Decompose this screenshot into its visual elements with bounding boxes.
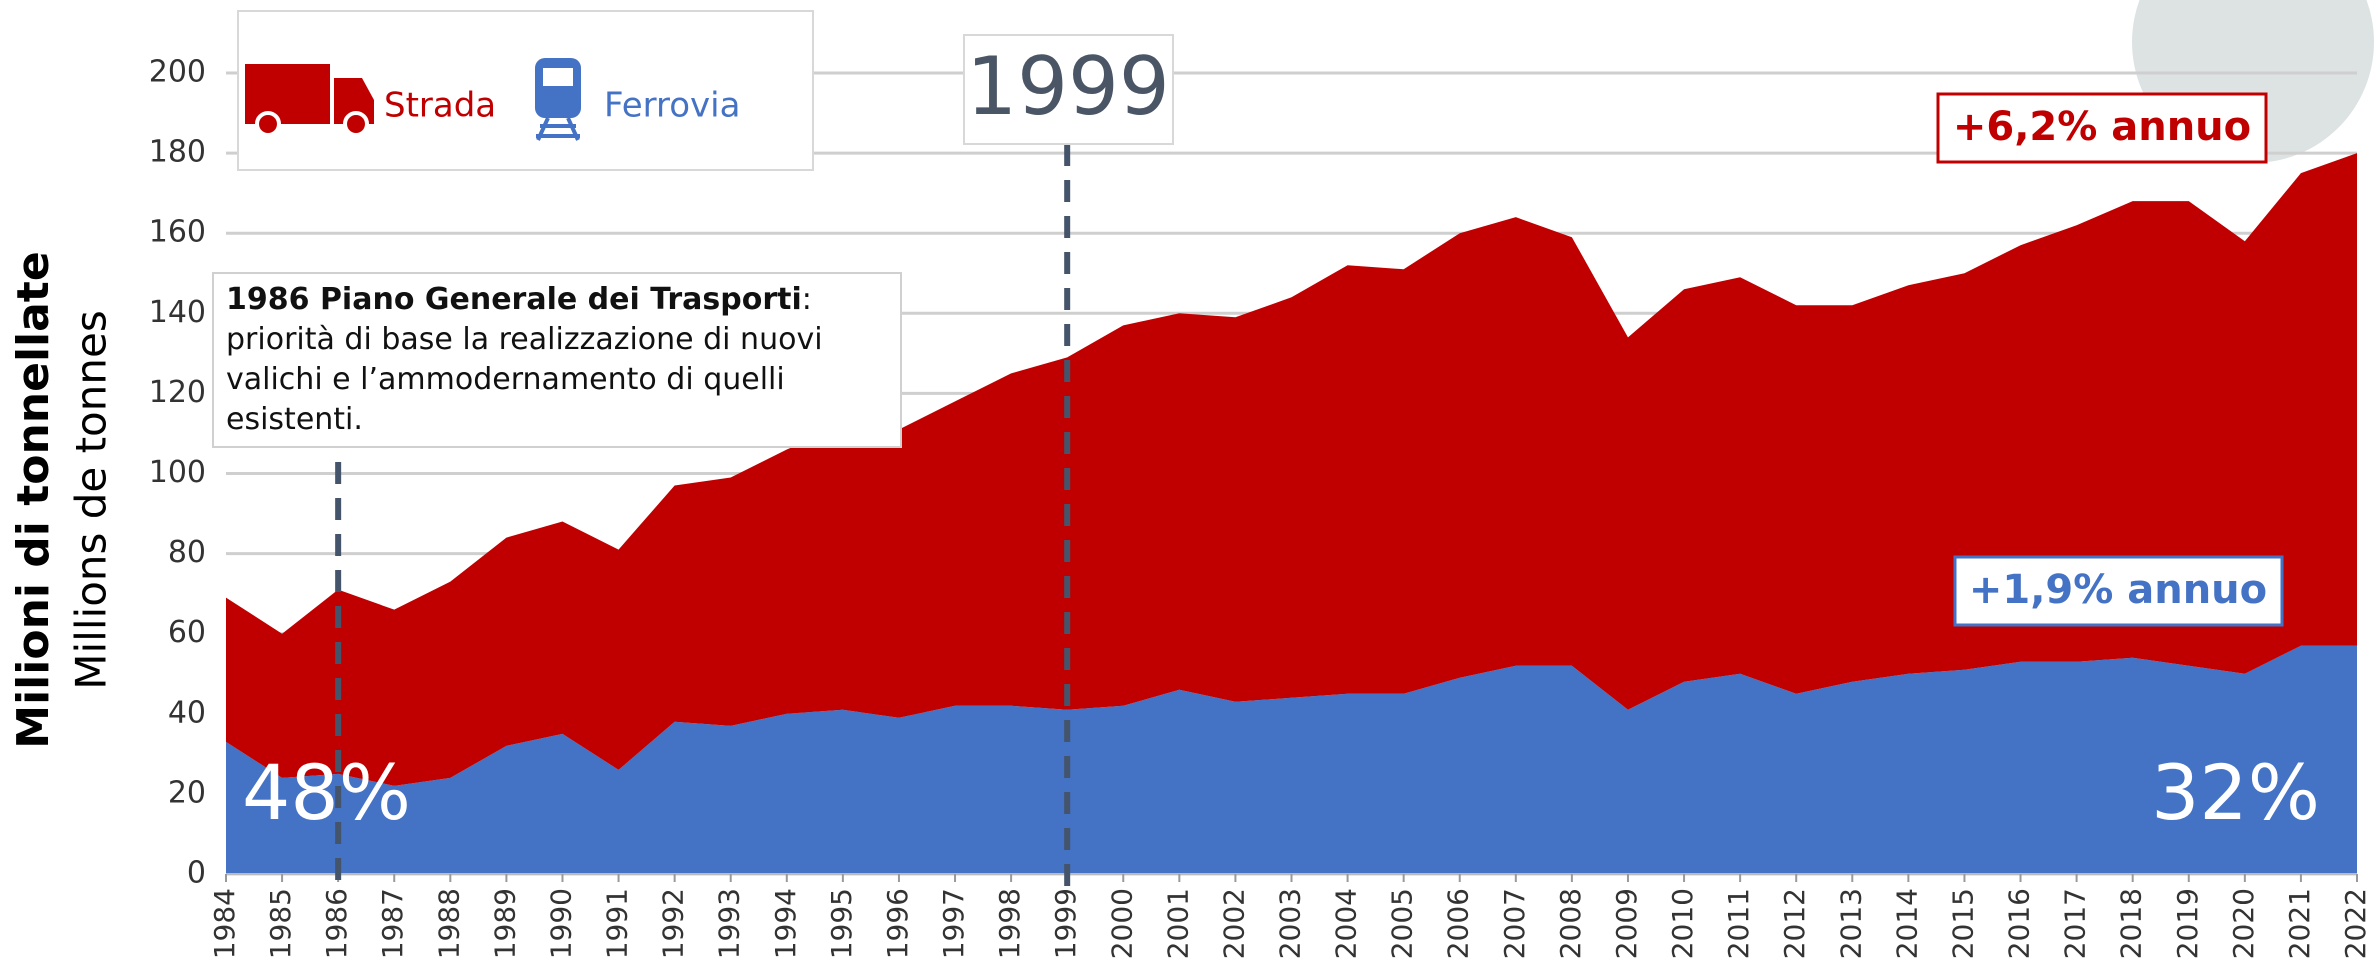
- legend-label: Ferrovia: [604, 86, 740, 126]
- rail-area: [226, 645, 2357, 874]
- x-tick-label: 2009: [1610, 888, 1643, 959]
- x-tick-label: 1989: [488, 888, 521, 959]
- y-axis-subtitle: Millions de tonnes: [67, 310, 116, 689]
- x-tick-label: 2012: [1778, 888, 1811, 959]
- x-tick-label: 2022: [2339, 888, 2372, 959]
- y-tick-label: 140: [149, 295, 206, 330]
- y-tick-label: 0: [187, 856, 206, 891]
- y-tick-label: 100: [149, 455, 206, 490]
- rail-share-end: 32%: [2151, 748, 2320, 837]
- x-tick-label: 2004: [1330, 888, 1363, 959]
- rail-share-start: 48%: [242, 748, 411, 837]
- x-tick-label: 2021: [2283, 888, 2316, 959]
- x-tick-label: 2008: [1554, 888, 1587, 959]
- x-tick-label: 2016: [2003, 888, 2036, 959]
- x-tick-label: 2020: [2227, 888, 2260, 959]
- plot-layer: 0 20 40 60 80 100 120 140 160 180 200 1984 1985 1986 1…: [149, 55, 2372, 960]
- train-icon: [535, 58, 581, 141]
- x-tick-label: 2006: [1442, 888, 1475, 959]
- note-title: 1986 Piano Generale dei Trasporti: [226, 282, 802, 317]
- x-tick-label: 1999: [1049, 888, 1082, 959]
- y-tick-label: 200: [149, 55, 206, 90]
- x-tick-label: 2019: [2171, 888, 2204, 959]
- x-tick-label: 1997: [937, 888, 970, 959]
- legend-label: Strada: [384, 86, 496, 126]
- x-tick-label: 1990: [544, 888, 577, 959]
- x-tick-label: 2011: [1722, 888, 1755, 959]
- x-tick-label: 1993: [713, 888, 746, 959]
- year-box: [963, 34, 1174, 145]
- road-area: [226, 153, 2357, 786]
- x-tick-label: 2014: [1890, 888, 1923, 959]
- note-text: : priorità di base la realizzazione di n…: [226, 282, 823, 437]
- x-tick-label: 1995: [825, 888, 858, 959]
- x-tick-label: 2005: [1386, 888, 1419, 959]
- y-tick-label: 80: [168, 535, 206, 570]
- x-tick-label: 1987: [376, 888, 409, 959]
- year-marker: 1999: [966, 40, 1170, 133]
- x-tick-label: 1988: [432, 888, 465, 959]
- rail-growth-box: [1953, 555, 2284, 627]
- y-tick-label: 40: [168, 695, 206, 730]
- x-tick-label: 1984: [208, 888, 241, 959]
- x-tick-label: 2000: [1105, 888, 1138, 959]
- note-box: 1986 Piano Generale dei Trasporti: prior…: [212, 272, 902, 448]
- x-tick-label: 2017: [2059, 888, 2092, 959]
- y-tick-label: 160: [149, 215, 206, 250]
- x-tick-label: 2013: [1834, 888, 1867, 959]
- y-tick-label: 20: [168, 775, 206, 810]
- x-tick-label: 1998: [993, 888, 1026, 959]
- x-tick-label: 1991: [601, 888, 634, 959]
- rail-growth: +1,9% annuo: [1969, 567, 2267, 613]
- x-tick-label: 2003: [1274, 888, 1307, 959]
- truck-icon: [245, 64, 374, 137]
- x-tick-label: 2001: [1161, 888, 1194, 959]
- y-axis-title: Milioni di tonnellate: [8, 251, 59, 748]
- x-tick-label: 1986: [320, 888, 353, 959]
- x-tick-label: 1994: [769, 888, 802, 959]
- y-tick-label: 180: [149, 135, 206, 170]
- x-tick-label: 2018: [2115, 888, 2148, 959]
- x-tick-label: 2002: [1217, 888, 1250, 959]
- x-tick-label: 1996: [881, 888, 914, 959]
- x-tick-label: 1985: [264, 888, 297, 959]
- x-tick-label: 2010: [1666, 888, 1699, 959]
- x-tick-label: 2015: [1946, 888, 1979, 959]
- legend-box: [237, 10, 814, 171]
- y-tick-label: 60: [168, 615, 206, 650]
- x-tick-label: 2007: [1498, 888, 1531, 959]
- road-growth: +6,2% annuo: [1953, 104, 2251, 150]
- road-growth-box: [1936, 92, 2268, 164]
- x-tick-label: 1992: [657, 888, 690, 959]
- y-tick-label: 120: [149, 375, 206, 410]
